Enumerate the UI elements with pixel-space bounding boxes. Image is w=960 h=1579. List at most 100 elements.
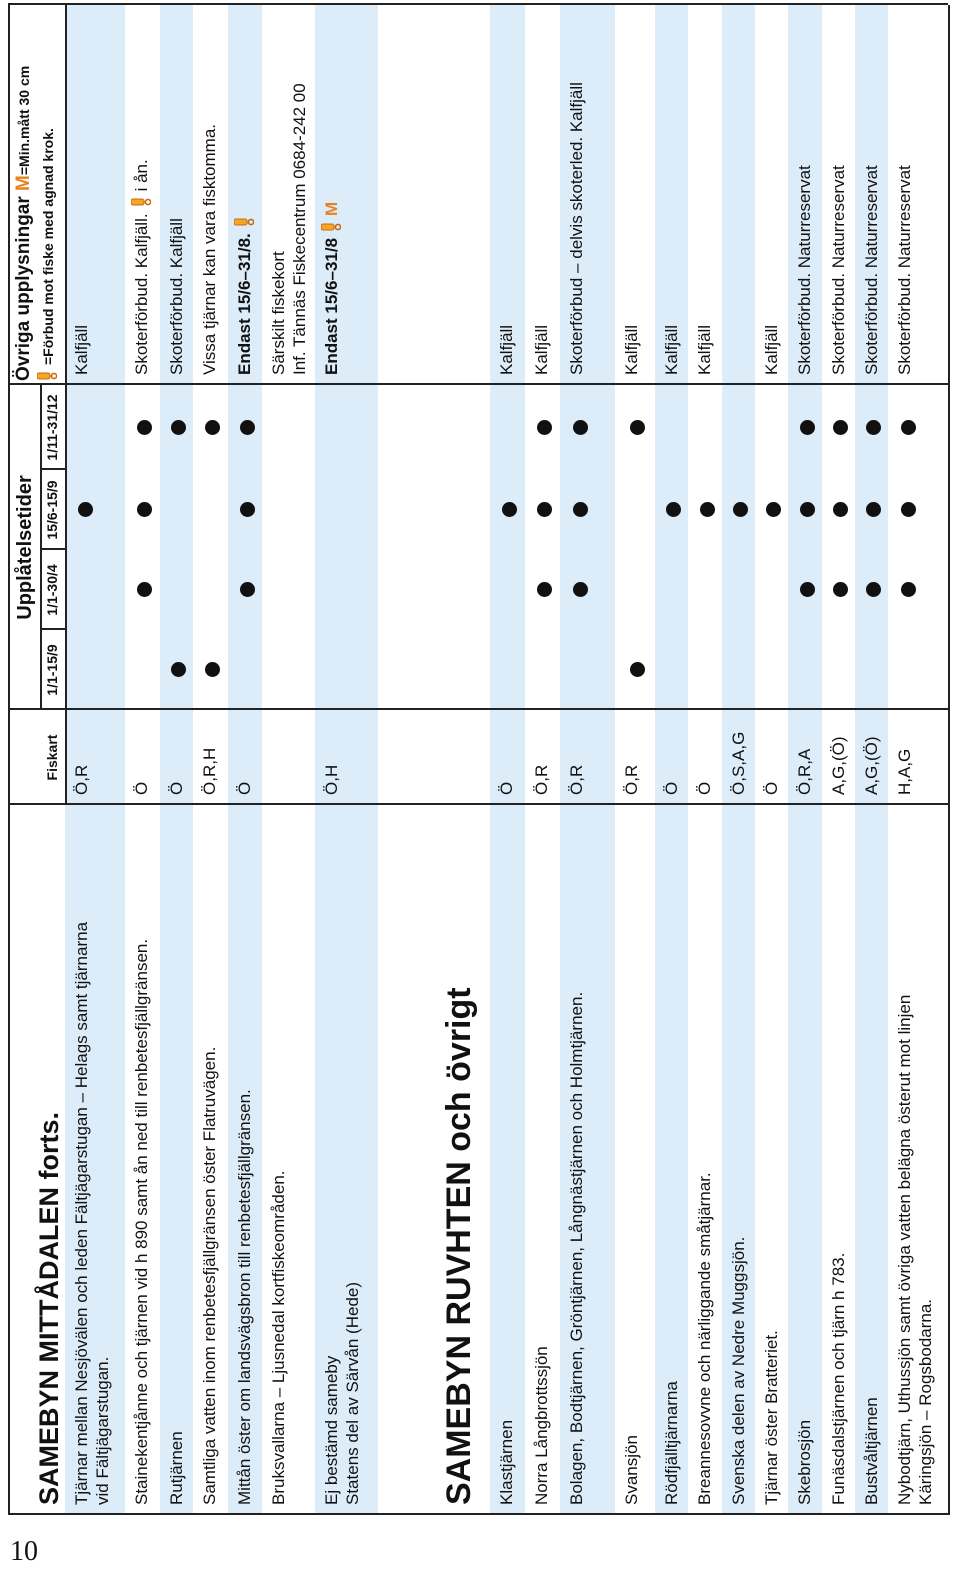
location-cell: Stainekentjånne och tjärnen vid h 890 sa… xyxy=(125,805,160,1515)
note-text: Kalfjäll xyxy=(695,324,714,375)
hook-icon xyxy=(130,197,156,207)
notes-line: Skoterförbud. Kalfjäll xyxy=(166,13,187,375)
location-line: Skebrosjön xyxy=(795,1419,814,1505)
note-text: Kalfjäll xyxy=(72,324,91,375)
period-dot xyxy=(833,582,848,598)
fiskart-cell: Ö,R,A xyxy=(795,748,814,795)
note-text: Kalfjäll xyxy=(662,324,681,375)
column-rule xyxy=(8,383,948,385)
note-text: Skoterförbud. Kalfjäll xyxy=(167,218,186,375)
period-dot xyxy=(833,502,848,518)
location-line: Klastjärnen xyxy=(497,1419,516,1505)
notes-line: Skoterförbud. Naturreservat xyxy=(794,13,815,375)
notes-line: Kalfjäll xyxy=(496,13,517,375)
note-text: Skoterförbud. Naturreservat xyxy=(829,165,848,375)
period-dot xyxy=(900,502,916,518)
fiskart-cell: A,G,(Ö) xyxy=(829,736,848,795)
period-dot xyxy=(77,502,93,518)
location-line: Nybodtjärn, Uthussjön samt övriga vatten… xyxy=(895,994,914,1505)
notes-cell: Skoterförbud. Naturreservat xyxy=(888,5,948,385)
header-period: 15/6-15/9 xyxy=(44,480,60,540)
location-cell: Nybodtjärn, Uthussjön samt övriga vatten… xyxy=(888,805,948,1515)
notes-cell: Kalfjäll xyxy=(525,5,560,385)
location-line: Käringsjön – Rogsbodarna. xyxy=(916,1298,935,1505)
location-line: Svenska delen av Nedre Muggsjön. xyxy=(729,1236,748,1505)
period-dot xyxy=(572,420,588,435)
period-dot xyxy=(537,582,552,598)
min-text: =Min.mått 30 cm xyxy=(16,65,32,176)
period-dot xyxy=(171,420,186,435)
location-line: Mittån öster om landsvägsbron till renbe… xyxy=(235,1089,254,1505)
note-text: Kalfjäll xyxy=(497,324,516,375)
row-rule xyxy=(65,5,67,805)
row-rule xyxy=(948,5,950,1515)
column-rule xyxy=(40,548,65,550)
period-dot xyxy=(239,420,255,435)
note-text: Endast 15/6–31/8 xyxy=(322,237,341,375)
location-cell: Mittån öster om landsvägsbron till renbe… xyxy=(228,805,262,1515)
notes-line: Kalfjäll xyxy=(71,13,92,375)
notes-cell: Skoterförbud – delvis skoterled. Kalfjäl… xyxy=(560,5,615,385)
column-rule xyxy=(40,628,65,630)
header-notes-line: =Förbud mot fiske med agnad krok. xyxy=(36,11,64,381)
note-text: Endast 15/6–31/8. xyxy=(235,233,254,375)
location-cell: Svansjön xyxy=(615,805,655,1515)
location-line: Norra Långbrottssjön xyxy=(532,1346,551,1505)
fiskart-cell: H,A,G xyxy=(895,748,914,795)
section-title: SAMEBYN RUVHTEN och övrigt xyxy=(440,987,478,1505)
location-line: Samtliga vatten inom renbetesfjällgränse… xyxy=(200,1046,219,1505)
notes-line: Kalfjäll xyxy=(761,13,782,375)
notes-cell: Skoterförbud. Naturreservat xyxy=(855,5,888,385)
location-line: Rödfjälltjärnarna xyxy=(662,1381,681,1505)
location-line: Stainekentjånne och tjärnen vid h 890 sa… xyxy=(132,938,151,1505)
fiskart-cell: Ö xyxy=(695,781,714,795)
header-period: 1/1-15/9 xyxy=(44,644,60,696)
period-dot xyxy=(766,502,781,518)
location-line: Svansjön xyxy=(622,1435,641,1505)
hook-icon xyxy=(36,371,64,381)
header-period: 1/11-31/12 xyxy=(44,394,60,461)
note-text: i ån. xyxy=(132,159,151,192)
notes-line: Skoterförbud. Naturreservat xyxy=(828,13,849,375)
fiskart-cell: Ö,S,A,G xyxy=(729,731,748,795)
period-dot xyxy=(137,582,152,598)
notes-line: Endast 15/6–31/8. xyxy=(233,13,259,375)
note-text: Särskilt fiskekort xyxy=(269,251,288,375)
notes-cell: Endast 15/6–31/8 M xyxy=(315,5,378,385)
section-title: SAMEBYN MITTÅDALEN forts. xyxy=(34,1112,64,1505)
column-rule xyxy=(8,803,948,805)
location-cell: Norra Långbrottssjön xyxy=(525,805,560,1515)
notes-line: Skoterförbud – delvis skoterled. Kalfjäl… xyxy=(566,13,587,375)
fiskart-cell: Ö,H xyxy=(322,764,341,795)
period-dot xyxy=(900,420,916,435)
notes-cell: Vissa tjärnar kan vara fisktomma. xyxy=(193,5,228,385)
period-dot xyxy=(137,420,152,435)
location-cell: Ej bestämd sameby Statens del av Särvån (… xyxy=(315,805,378,1515)
notes-cell: Skoterförbud. Naturreservat xyxy=(788,5,822,385)
note-text: Inf. Tännäs Fiskecentrum 0684-242 00 xyxy=(290,83,309,375)
period-dot xyxy=(833,420,848,435)
notes-cell: Skoterförbud. Kalfjäll. i ån. xyxy=(125,5,160,385)
fiskart-cell: Ö,R xyxy=(567,764,586,795)
note-text: Skoterförbud. Naturreservat xyxy=(862,165,881,375)
period-dot xyxy=(137,502,152,518)
min-mark: M xyxy=(13,175,34,191)
period-dot xyxy=(205,420,220,435)
page-number: 10 xyxy=(10,1536,38,1567)
location-line: Tjärnar öster Bratteriet. xyxy=(762,1330,781,1505)
fiskart-cell: Ö xyxy=(132,781,151,795)
period-dot xyxy=(537,420,552,435)
location-cell: Rödfjälltjärnarna xyxy=(655,805,688,1515)
hook-icon-svg xyxy=(130,198,152,206)
location-line: vid Fältjägarstugan. xyxy=(93,1356,112,1505)
notes-line: Kalfjäll xyxy=(531,13,552,375)
notes-line: Inf. Tännäs Fiskecentrum 0684-242 00 xyxy=(289,13,310,375)
row-rule xyxy=(8,5,10,1515)
notes-cell: Särskilt fiskekort Inf. Tännäs Fiskecentr… xyxy=(262,5,315,385)
fiskart-cell: Ö xyxy=(762,781,781,795)
location-cell: Bustvåltjärnen xyxy=(855,805,888,1515)
location-cell: Bruksvallarna – Ljusnedal kortfiskeområd… xyxy=(262,805,315,1515)
header-notes: Övriga upplysningar M=Min.mått 30 cm =För… xyxy=(8,5,65,385)
header-period: 1/1-30/4 xyxy=(44,564,60,616)
